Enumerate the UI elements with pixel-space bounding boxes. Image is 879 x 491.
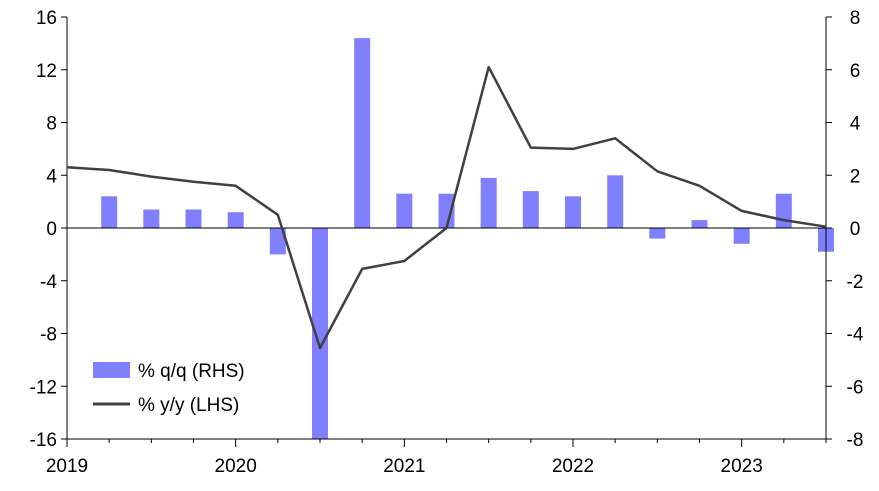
legend-swatch-bar: [93, 362, 130, 378]
right-axis-tick-label: -2: [847, 272, 864, 293]
left-axis-tick-label: -4: [40, 272, 57, 293]
bar-2019-q3: [143, 209, 160, 228]
bar-2021-q2: [438, 193, 455, 228]
right-axis-tick-label: 8: [850, 8, 861, 29]
left-axis-tick-label: 0: [46, 219, 57, 240]
x-axis-tick-label: 2023: [721, 456, 763, 477]
x-axis-tick-label: 2020: [215, 456, 257, 477]
bar-2023-q2: [775, 193, 792, 228]
x-axis-tick-label: 2022: [552, 456, 594, 477]
bar-2019-q2: [101, 196, 118, 228]
bar-2022-q4: [691, 220, 708, 228]
bar-2022-q2: [607, 175, 624, 229]
left-axis-tick-label: 8: [46, 114, 57, 135]
bar-2021-q4: [522, 191, 539, 228]
left-axis-tick-label: 16: [36, 8, 57, 29]
left-axis-tick-label: -16: [30, 430, 57, 451]
left-axis-tick-label: -8: [40, 325, 57, 346]
right-axis-tick-label: 4: [850, 114, 861, 135]
bar-2021-q1: [396, 193, 413, 228]
legend-label-line: % y/y (LHS): [138, 395, 239, 416]
bar-series: [101, 38, 834, 439]
right-axis-tick-label: 2: [850, 166, 861, 187]
left-axis-tick-label: -12: [30, 377, 57, 398]
x-axis-tick-label: 2019: [46, 456, 88, 477]
left-axis-tick-label: 12: [36, 61, 57, 82]
bar-2019-q4: [185, 209, 202, 228]
bar-2022-q3: [649, 228, 666, 239]
bar-2022-q1: [565, 196, 581, 228]
bar-2020-q3: [312, 228, 328, 439]
right-axis-tick-label: 6: [850, 61, 861, 82]
legend-label-bar: % q/q (RHS): [138, 361, 245, 382]
x-axis-tick-label: 2021: [383, 456, 425, 477]
bar-2020-q1: [227, 212, 244, 228]
line-series: [66, 65, 827, 350]
right-axis-tick-label: 0: [850, 219, 861, 240]
right-axis-tick-label: -4: [847, 325, 864, 346]
right-axis-tick-labels: 8 6 4 2 0 -2 -4 -6 -8: [847, 8, 864, 451]
right-axis-tick-label: -8: [847, 430, 864, 451]
x-axis-tick-labels: 2019 2020 2021 2022 2023: [46, 456, 763, 477]
right-axis-tick-label: -6: [847, 377, 864, 398]
bar-2021-q3: [480, 177, 497, 228]
left-axis-tick-labels: 16 12 8 4 0 -4 -8 -12 -16: [30, 8, 58, 451]
bar-2020-q2: [269, 228, 286, 255]
bar-2020-q4: [354, 38, 371, 228]
bar-2023-q1: [733, 228, 750, 244]
left-axis-tick-label: 4: [46, 166, 57, 187]
legend: % q/q (RHS) % y/y (LHS): [93, 361, 245, 416]
axes: [61, 16, 832, 447]
